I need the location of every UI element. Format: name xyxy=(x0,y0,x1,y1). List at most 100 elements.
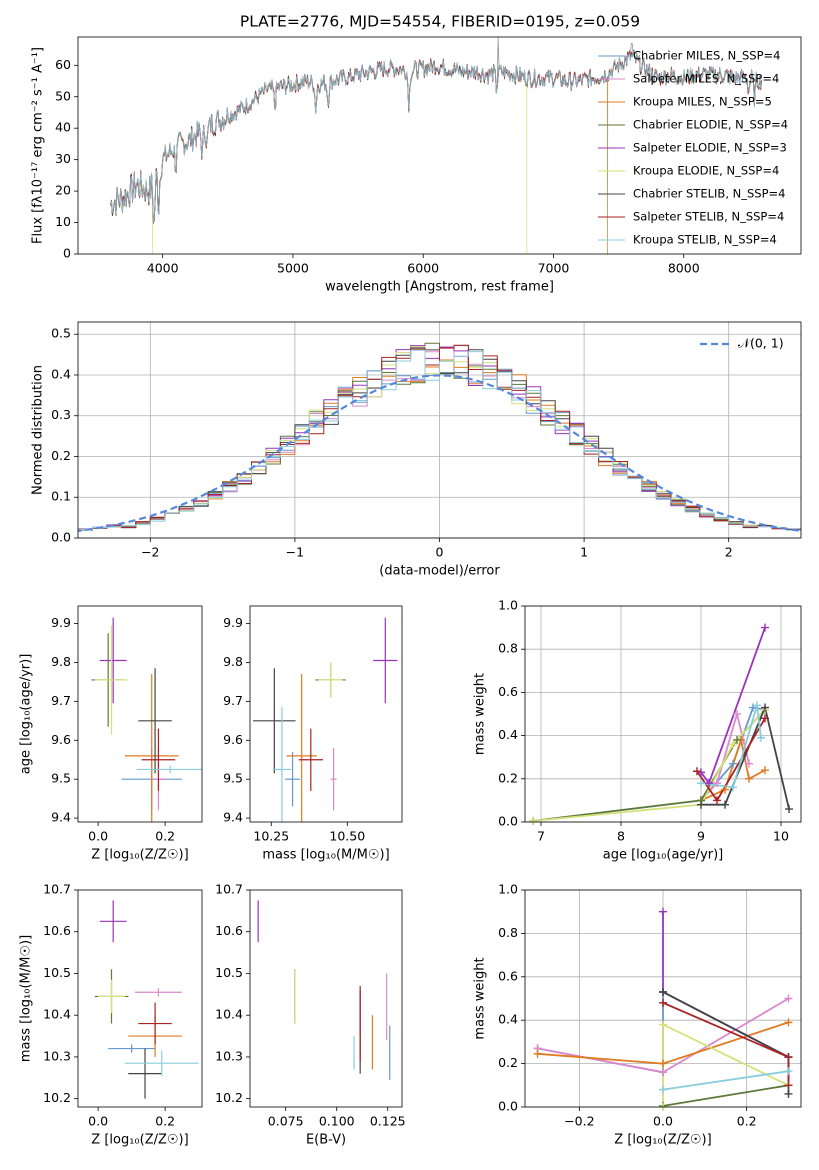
y-tick-label: 30 xyxy=(55,151,71,166)
chart-1: −2 −1 0 1 2 0.0 0.1 0.2 0.3 0.4 0.5 (data-model)/er… xyxy=(31,321,802,579)
y-tick-label: 9.5 xyxy=(223,771,243,786)
plot-area xyxy=(91,617,202,822)
y-tick-label: 40 xyxy=(55,120,71,135)
x-axis-label: (data-model)/error xyxy=(379,564,500,579)
weight-marker-1-2 xyxy=(733,710,741,718)
weight-marker-1-1 xyxy=(659,1068,667,1077)
chart-legend: Chabrier MILES, N_SSP=4 Salpeter MILES, N… xyxy=(598,49,788,247)
x-tick-label: 10 xyxy=(773,829,789,844)
weight-line-8 xyxy=(662,1070,789,1091)
y-axis-label: mass [log₁₀(M/M☉)] xyxy=(19,935,34,1062)
y-tick-label: 9.7 xyxy=(51,693,71,708)
chart-6: 0.075 0.100 0.125 10.2 10.3 10.4 10.5 10.6 10.7 E… xyxy=(215,882,405,1148)
x-tick-label: 7 xyxy=(537,829,545,844)
weight-marker-1-3 xyxy=(745,759,753,768)
weight-marker-6-2 xyxy=(761,703,769,712)
weight-marker-7-1 xyxy=(784,1053,793,1062)
x-tick-label: 0.0 xyxy=(88,829,108,844)
legend-entry-4: Salpeter ELODIE, N_SSP=3 xyxy=(633,141,787,155)
weight-marker-8-0 xyxy=(697,779,705,788)
weight-line-1 xyxy=(700,710,750,802)
chart-0: 4000 5000 6000 7000 8000 0 10 20 30 40 50 60 wavelen… xyxy=(31,36,802,295)
chart-5: 0.0 0.2 10.2 10.3 10.4 10.5 10.6 10.7 Z [log₁₀(Z… xyxy=(19,882,203,1148)
y-tick-label: 0.2 xyxy=(51,448,71,463)
y-tick-label: 9.8 xyxy=(223,654,243,669)
weight-marker-5-0 xyxy=(529,816,537,825)
weight-line-3 xyxy=(662,1084,789,1107)
weight-line-6 xyxy=(701,704,790,810)
y-tick-label: 10.5 xyxy=(43,965,71,980)
y-tick-label: 1.0 xyxy=(498,882,518,897)
x-tick-label: 0 xyxy=(436,545,444,560)
y-axis-label: Flux [fλ10⁻¹⁷ erg cm⁻² s⁻¹ A⁻¹] xyxy=(31,47,46,244)
y-tick-label: 10.6 xyxy=(215,923,243,938)
weight-marker-7-1 xyxy=(713,796,721,805)
chart-2: 0.0 0.2 9.4 9.5 9.6 9.7 9.8 9.9 Z [log₁₀(Z/Z☉)] a… xyxy=(19,605,203,863)
weight-marker-7-0 xyxy=(659,998,667,1007)
histogram-7 xyxy=(78,344,801,531)
legend-entry-6: Chabrier STELIB, N_SSP=4 xyxy=(633,187,785,201)
plot-area xyxy=(94,900,199,1099)
y-tick-label: 9.9 xyxy=(51,615,71,630)
x-tick-label: 7000 xyxy=(538,261,570,276)
weight-marker-4-0 xyxy=(659,907,667,916)
y-tick-label: 10.2 xyxy=(215,1090,243,1105)
y-tick-label: 10.2 xyxy=(43,1090,71,1105)
x-axis-label: mass [log₁₀(M/M☉)] xyxy=(262,848,389,863)
y-tick-label: 20 xyxy=(55,183,71,198)
x-tick-label: 2 xyxy=(725,545,733,560)
y-tick-label: 50 xyxy=(55,88,71,103)
y-axis-label: age [log₁₀(age/yr)] xyxy=(19,654,34,775)
y-tick-label: 9.4 xyxy=(223,810,243,825)
weight-marker-6-1 xyxy=(721,800,729,809)
axes-frame xyxy=(77,605,203,823)
y-tick-label: 9.4 xyxy=(51,810,71,825)
weight-marker-6-0 xyxy=(659,987,667,996)
weight-marker-2-2 xyxy=(784,1018,793,1027)
x-tick-label: 0.2 xyxy=(155,1114,175,1129)
y-tick-label: 0.8 xyxy=(498,641,518,656)
axes-frame xyxy=(524,889,802,1108)
y-tick-label: 0.6 xyxy=(498,968,518,983)
y-tick-label: 10.4 xyxy=(43,1007,71,1022)
x-tick-label: −0.2 xyxy=(564,1114,594,1129)
x-tick-label: 0.0 xyxy=(653,1114,673,1129)
weight-marker-8-0 xyxy=(659,1085,667,1094)
y-tick-label: 0.6 xyxy=(498,684,518,699)
weight-marker-6-3 xyxy=(785,805,793,814)
y-tick-label: 9.9 xyxy=(223,615,243,630)
y-tick-label: 10.4 xyxy=(215,1007,243,1022)
plot-area xyxy=(257,900,391,1080)
y-tick-label: 0.1 xyxy=(51,489,71,504)
plot-area xyxy=(110,37,763,254)
axes-frame xyxy=(249,889,403,1108)
weight-line-5 xyxy=(532,709,766,822)
x-tick-label: 10.50 xyxy=(329,829,365,844)
legend-entry-1: Salpeter MILES, N_SSP=4 xyxy=(633,72,779,86)
y-tick-label: 0.0 xyxy=(498,1099,518,1114)
x-tick-label: −2 xyxy=(141,545,159,560)
y-axis-label: mass weight xyxy=(473,673,488,755)
chart-3: 10.25 10.50 9.4 9.5 9.6 9.7 9.8 9.9 mass [log₁₀(… xyxy=(223,605,403,863)
weight-marker-4-2 xyxy=(761,623,769,632)
legend-entry-0: Chabrier MILES, N_SSP=4 xyxy=(633,49,780,63)
y-tick-label: 9.6 xyxy=(223,732,243,747)
x-tick-label: 0.2 xyxy=(155,829,175,844)
legend-entry-7: Salpeter STELIB, N_SSP=4 xyxy=(633,210,784,224)
plot-area xyxy=(78,342,801,533)
histogram-8 xyxy=(78,349,801,531)
x-tick-label: 1 xyxy=(580,545,588,560)
legend-entry-2: Kroupa MILES, N_SSP=5 xyxy=(633,95,772,109)
x-tick-label: 0.0 xyxy=(88,1114,108,1129)
y-tick-label: 10.7 xyxy=(215,882,243,897)
weight-marker-6-0 xyxy=(697,800,705,809)
y-tick-label: 10.3 xyxy=(215,1048,243,1063)
axes-frame xyxy=(249,605,403,823)
weight-marker-7-2 xyxy=(761,714,769,723)
y-tick-label: 0.4 xyxy=(498,1012,518,1027)
x-tick-label: 9 xyxy=(697,829,705,844)
y-tick-label: 10.6 xyxy=(43,923,71,938)
y-tick-label: 10 xyxy=(55,214,71,229)
x-tick-label: 5000 xyxy=(277,261,309,276)
legend-entry-8: Kroupa STELIB, N_SSP=4 xyxy=(633,233,777,247)
